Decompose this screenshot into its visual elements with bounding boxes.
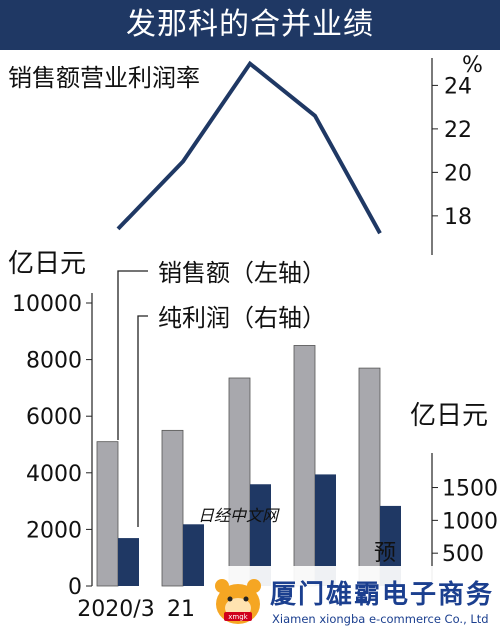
margin-axis-unit: % bbox=[462, 53, 483, 78]
left-axis-tick-label: 8000 bbox=[26, 349, 82, 374]
forecast-label: 预 bbox=[374, 541, 396, 566]
x-category-label: 2020/3 bbox=[77, 597, 154, 622]
sales-bar bbox=[228, 377, 251, 587]
logo-text: xmgk bbox=[228, 613, 248, 621]
right-axis-tick-label: 1000 bbox=[442, 509, 498, 534]
mascot-logo: xmgk bbox=[215, 579, 261, 624]
right-axis-tick-label: 1500 bbox=[442, 477, 498, 502]
margin-axis-tick-label: 22 bbox=[444, 118, 472, 143]
left-axis-unit: 亿日元 bbox=[8, 249, 86, 279]
title-bar bbox=[0, 0, 500, 50]
nikkei-watermark: 日经中文网 bbox=[198, 506, 280, 525]
chart-title: 发那科的合并业绩 bbox=[126, 7, 374, 42]
profit-bar bbox=[315, 474, 336, 586]
profit-bar bbox=[250, 484, 271, 586]
sales-bar bbox=[96, 441, 119, 587]
company-name-cn: 厦门雄霸电子商务 bbox=[270, 580, 495, 610]
margin-axis-tick-label: 18 bbox=[444, 205, 472, 230]
left-axis-tick-label: 10000 bbox=[12, 292, 82, 317]
company-name-en: Xiamen xiongba e-commerce Co., Ltd bbox=[272, 612, 489, 626]
profit-bar bbox=[380, 505, 401, 586]
left-axis-tick-label: 4000 bbox=[26, 462, 82, 487]
sales-bar bbox=[161, 429, 184, 587]
margin-series-label: 销售额营业利润率 bbox=[8, 64, 200, 92]
right-axis-tick-label: 500 bbox=[442, 542, 484, 567]
sales-legend-label: 销售额（左轴） bbox=[158, 259, 326, 287]
profit-bar bbox=[118, 538, 139, 586]
profit-bar bbox=[183, 524, 204, 586]
profit-leader-line bbox=[137, 315, 148, 527]
profit-legend-label: 纯利润（右轴） bbox=[158, 304, 326, 332]
left-axis-tick-label: 0 bbox=[68, 575, 82, 600]
margin-axis-tick-label: 24 bbox=[444, 74, 472, 99]
right-axis-unit: 亿日元 bbox=[410, 401, 488, 431]
sales-leader-line bbox=[117, 270, 148, 440]
margin-line bbox=[116, 60, 382, 235]
sales-bar bbox=[293, 345, 316, 587]
margin-axis-tick-label: 20 bbox=[444, 161, 472, 186]
left-axis-tick-label: 2000 bbox=[26, 518, 82, 543]
left-axis-tick-label: 6000 bbox=[26, 405, 82, 430]
x-category-label: 21 bbox=[167, 597, 195, 622]
